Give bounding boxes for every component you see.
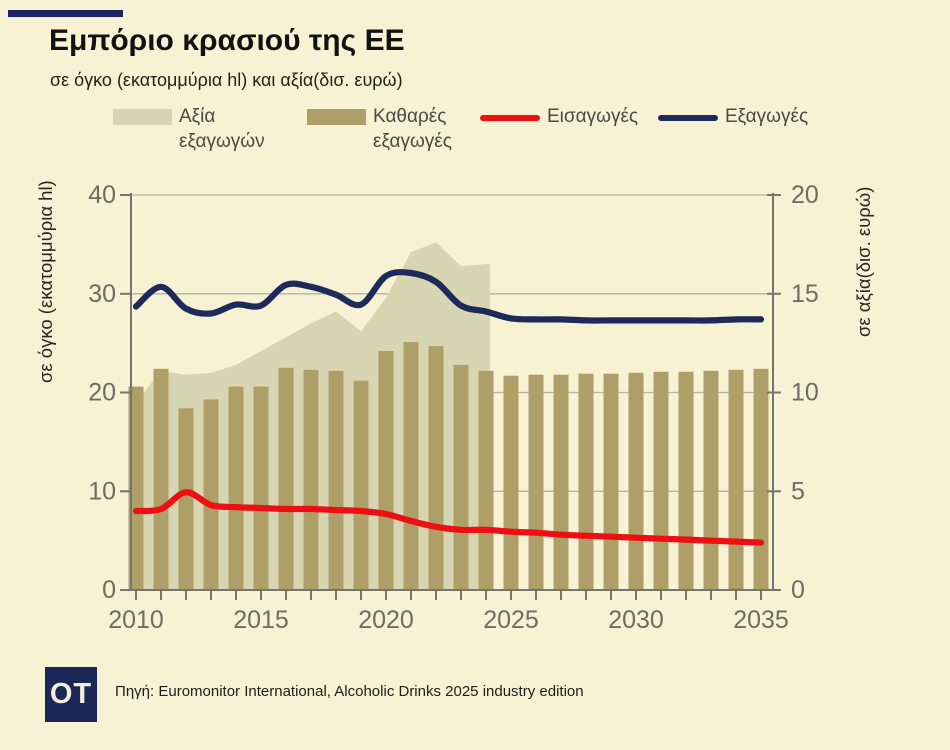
net-exports-bar-2028 bbox=[578, 373, 594, 590]
net-exports-bar-2022 bbox=[428, 346, 444, 590]
export-value-area bbox=[131, 242, 490, 590]
net-exports-bar-2020 bbox=[378, 351, 394, 590]
net-exports-bar-2033 bbox=[703, 370, 719, 590]
right-tick-label: 5 bbox=[791, 477, 805, 505]
net-exports-bar-2031 bbox=[653, 371, 669, 590]
net-exports-bar-2024 bbox=[478, 370, 494, 590]
net-exports-bar-2032 bbox=[678, 371, 694, 590]
page-title: Εμπόριο κρασιού της ΕΕ bbox=[49, 24, 405, 57]
net-exports-bar-2027 bbox=[553, 374, 569, 590]
exports-line bbox=[132, 269, 765, 324]
page-subtitle: σε όγκο (εκατομμύρια hl) και αξία(δισ. ε… bbox=[50, 70, 403, 90]
legend: Αξία εξαγωγών Καθαρές εξαγωγές Εισαγωγές… bbox=[0, 104, 950, 166]
exports-line-swatch bbox=[658, 115, 718, 121]
right-tick-label: 15 bbox=[791, 280, 819, 308]
net-exports-bar-2025 bbox=[503, 375, 519, 590]
export-value-swatch bbox=[113, 109, 172, 125]
right-tick-label: 10 bbox=[791, 379, 819, 407]
right-tick-label: 20 bbox=[791, 181, 819, 209]
axis-title-right: σε αξία(δισ. ευρώ) bbox=[853, 187, 874, 337]
net-exports-bar-2019 bbox=[353, 380, 369, 590]
year-tick-label: 2030 bbox=[608, 606, 664, 634]
left-tick-label: 40 bbox=[88, 181, 116, 209]
legend-item-imports: Εισαγωγές bbox=[480, 104, 638, 129]
accent-bar bbox=[8, 10, 123, 17]
year-tick-label: 2025 bbox=[483, 606, 539, 634]
legend-label-export-value: Αξία εξαγωγών bbox=[179, 106, 265, 152]
net-exports-bar-2029 bbox=[603, 373, 619, 590]
net-exports-swatch bbox=[307, 109, 366, 125]
net-exports-bar-2016 bbox=[278, 367, 294, 590]
net-exports-bar-2021 bbox=[403, 342, 419, 590]
net-exports-bar-2023 bbox=[453, 364, 469, 590]
imports-line-swatch bbox=[480, 115, 540, 121]
legend-item-net-exports: Καθαρές εξαγωγές bbox=[307, 104, 491, 154]
year-tick-label: 2020 bbox=[358, 606, 414, 634]
net-exports-bar-2018 bbox=[328, 370, 344, 590]
source-text: Πηγή: Euromonitor International, Alcohol… bbox=[115, 683, 584, 700]
axis-title-left: σε όγκο (εκατομμύρια hl) bbox=[35, 180, 56, 383]
net-exports-bar-2026 bbox=[528, 374, 544, 590]
legend-label-net-exports: Καθαρές εξαγωγές bbox=[373, 106, 452, 152]
net-exports-bar-2013 bbox=[203, 399, 219, 590]
legend-item-export-value: Αξία εξαγωγών bbox=[113, 104, 297, 154]
net-exports-bar-2014 bbox=[228, 386, 244, 590]
left-tick-label: 0 bbox=[102, 576, 116, 604]
net-exports-bar-2010 bbox=[128, 386, 144, 590]
net-exports-bar-2017 bbox=[303, 369, 319, 590]
net-exports-bar-2012 bbox=[178, 408, 194, 590]
year-tick-label: 2010 bbox=[108, 606, 164, 634]
net-exports-bar-2015 bbox=[253, 386, 269, 590]
year-tick-label: 2035 bbox=[733, 606, 789, 634]
net-exports-bar-2035 bbox=[753, 368, 769, 590]
legend-item-exports: Εξαγωγές bbox=[658, 104, 808, 129]
imports-line bbox=[132, 489, 765, 546]
legend-label-exports: Εξαγωγές bbox=[725, 106, 809, 127]
ot-logo-text: OT bbox=[49, 678, 93, 710]
net-exports-bar-2034 bbox=[728, 369, 744, 590]
right-tick-label: 0 bbox=[791, 576, 805, 604]
left-tick-label: 10 bbox=[88, 477, 116, 505]
left-tick-label: 30 bbox=[88, 280, 116, 308]
net-exports-bar-2011 bbox=[153, 368, 169, 590]
net-exports-bar-2030 bbox=[628, 372, 644, 590]
year-tick-label: 2015 bbox=[233, 606, 289, 634]
legend-label-imports: Εισαγωγές bbox=[547, 106, 639, 127]
ot-logo: OT bbox=[45, 667, 97, 722]
left-tick-label: 20 bbox=[88, 379, 116, 407]
